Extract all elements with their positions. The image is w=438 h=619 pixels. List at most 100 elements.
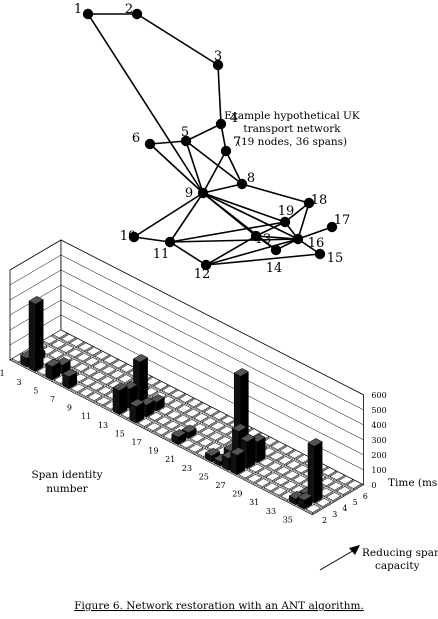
bar-span-24-depth-2 bbox=[204, 447, 221, 463]
network-node-7 bbox=[220, 145, 232, 157]
bar-span-1-depth-6 bbox=[52, 329, 68, 340]
bar-span-11-depth-2 bbox=[95, 396, 111, 407]
network-edge-5-6 bbox=[149, 140, 187, 145]
bar-span-30-depth-3 bbox=[265, 472, 281, 483]
bar-span-1-depth-5 bbox=[42, 335, 58, 346]
bar-span-30-depth-2 bbox=[255, 478, 271, 489]
bar-span-32-depth-4 bbox=[292, 475, 308, 485]
network-node-16 bbox=[292, 233, 304, 245]
y-tick-label: 600 bbox=[371, 391, 386, 400]
y-tick-label: 0 bbox=[371, 481, 376, 490]
network-edge-6-9 bbox=[149, 143, 204, 194]
x-tick-label: 25 bbox=[199, 472, 209, 481]
network-node-label-1: 1 bbox=[74, 2, 82, 17]
x-tick-label: 1 bbox=[0, 369, 5, 378]
network-node-label-10: 10 bbox=[120, 229, 137, 244]
bar-span-9-depth-4 bbox=[99, 376, 115, 386]
network-edge-9-11 bbox=[169, 192, 204, 243]
x-tick-label: 19 bbox=[148, 447, 158, 456]
floor-gridline-depth bbox=[9, 359, 313, 515]
bar-span-36-depth-5 bbox=[336, 486, 352, 497]
bar-span-13-depth-6 bbox=[153, 381, 169, 392]
network-node-1 bbox=[82, 8, 94, 20]
depth-axis-label-line-2: capacity bbox=[375, 560, 420, 572]
bar-span-8-depth-6 bbox=[111, 359, 127, 370]
bar-span-5-depth-6 bbox=[86, 346, 102, 357]
left-wall-gridline bbox=[9, 239, 62, 271]
network-edge-9-10 bbox=[133, 192, 204, 238]
bar-span-20-depth-3 bbox=[181, 424, 197, 440]
bar-span-5-depth-2 bbox=[45, 358, 61, 381]
y-tick-label: 300 bbox=[371, 436, 386, 445]
bar-span-9-depth-2 bbox=[78, 388, 95, 398]
x-tick-label: 7 bbox=[50, 395, 55, 404]
network-title-line-2: transport network bbox=[243, 123, 341, 135]
bar-span-36-depth-2 bbox=[305, 504, 321, 515]
x-tick-label: 33 bbox=[266, 507, 276, 516]
bar-span-6-depth-6 bbox=[94, 351, 110, 362]
x-tick-label: 17 bbox=[132, 438, 142, 447]
bar-span-22-depth-3 bbox=[198, 438, 214, 448]
x-axis-label-line-2: number bbox=[46, 483, 88, 495]
bar-span-21-depth-6 bbox=[220, 415, 236, 426]
bar-span-9-depth-3 bbox=[89, 382, 105, 392]
network-node-label-17: 17 bbox=[334, 213, 351, 228]
bar-span-26-depth-6 bbox=[262, 437, 278, 448]
depth-tick-label: 5 bbox=[353, 498, 358, 507]
network-node-label-3: 3 bbox=[214, 49, 222, 64]
network-edge-16-17 bbox=[297, 226, 333, 240]
bar-span-7-depth-2 bbox=[62, 368, 78, 390]
network-node-10 bbox=[128, 231, 140, 243]
bar-span-20-depth-2 bbox=[171, 429, 187, 446]
network-edge-11-16 bbox=[169, 238, 299, 243]
bar-span-21-depth-3 bbox=[189, 433, 206, 444]
bar-span-33-depth-6 bbox=[321, 467, 337, 478]
bar-span-13-depth-2 bbox=[112, 382, 128, 416]
bar-span-5-depth-5 bbox=[75, 352, 92, 363]
network-node-6 bbox=[144, 138, 156, 150]
bar-span-9-depth-5 bbox=[109, 370, 125, 380]
network-node-9 bbox=[197, 187, 209, 199]
network-edge-9-14 bbox=[202, 192, 277, 251]
bar-span-28-depth-5 bbox=[269, 451, 285, 462]
bar-span-22-depth-2 bbox=[188, 444, 204, 454]
y-tick-label: 500 bbox=[371, 406, 386, 415]
bar-span-27-depth-2 bbox=[230, 447, 246, 476]
back-wall-gridline bbox=[60, 284, 364, 441]
bar-span-14-depth-6 bbox=[161, 385, 177, 396]
bar-span-12-depth-6 bbox=[144, 377, 161, 387]
bar-span-28-depth-6 bbox=[279, 445, 295, 456]
bar-span-35-depth-6 bbox=[338, 475, 354, 486]
left-wall-gridline bbox=[9, 269, 62, 301]
network-node-13 bbox=[250, 230, 262, 242]
depth-tick-label: 2 bbox=[322, 516, 327, 525]
bar-span-3-depth-5 bbox=[59, 344, 75, 355]
bar-span-3-depth-6 bbox=[69, 338, 85, 349]
bar-span-7-depth-5 bbox=[92, 361, 108, 372]
network-edge-1-9 bbox=[87, 13, 204, 194]
network-node-15 bbox=[314, 248, 326, 260]
x-axis-label-line-1: Span identity bbox=[31, 469, 102, 481]
bar-span-23-depth-4 bbox=[216, 436, 233, 447]
chart-y-tick-labels: 0 100 200 300 400 500 600 bbox=[371, 391, 386, 490]
network-node-label-16: 16 bbox=[308, 236, 325, 251]
bar-span-7-depth-4 bbox=[82, 367, 98, 378]
y-tick-label: 200 bbox=[371, 451, 386, 460]
bar-span-15-depth-6 bbox=[170, 389, 186, 400]
bar-span-18-depth-5 bbox=[185, 408, 201, 419]
network-node-19 bbox=[279, 216, 291, 228]
bar-span-31-depth-2 bbox=[263, 482, 279, 493]
back-wall-gridline bbox=[60, 269, 364, 426]
bar-span-28-depth-4 bbox=[258, 457, 275, 468]
bar-span-17-depth-3 bbox=[156, 416, 172, 427]
bar-span-29-depth-2 bbox=[246, 474, 263, 484]
bar-span-21-depth-4 bbox=[200, 427, 216, 438]
network-node-label-2: 2 bbox=[125, 2, 133, 17]
y-axis-label: Time (ms) bbox=[388, 477, 438, 489]
network-edge-9-16 bbox=[202, 192, 299, 240]
bar-span-35-depth-5 bbox=[327, 481, 344, 492]
